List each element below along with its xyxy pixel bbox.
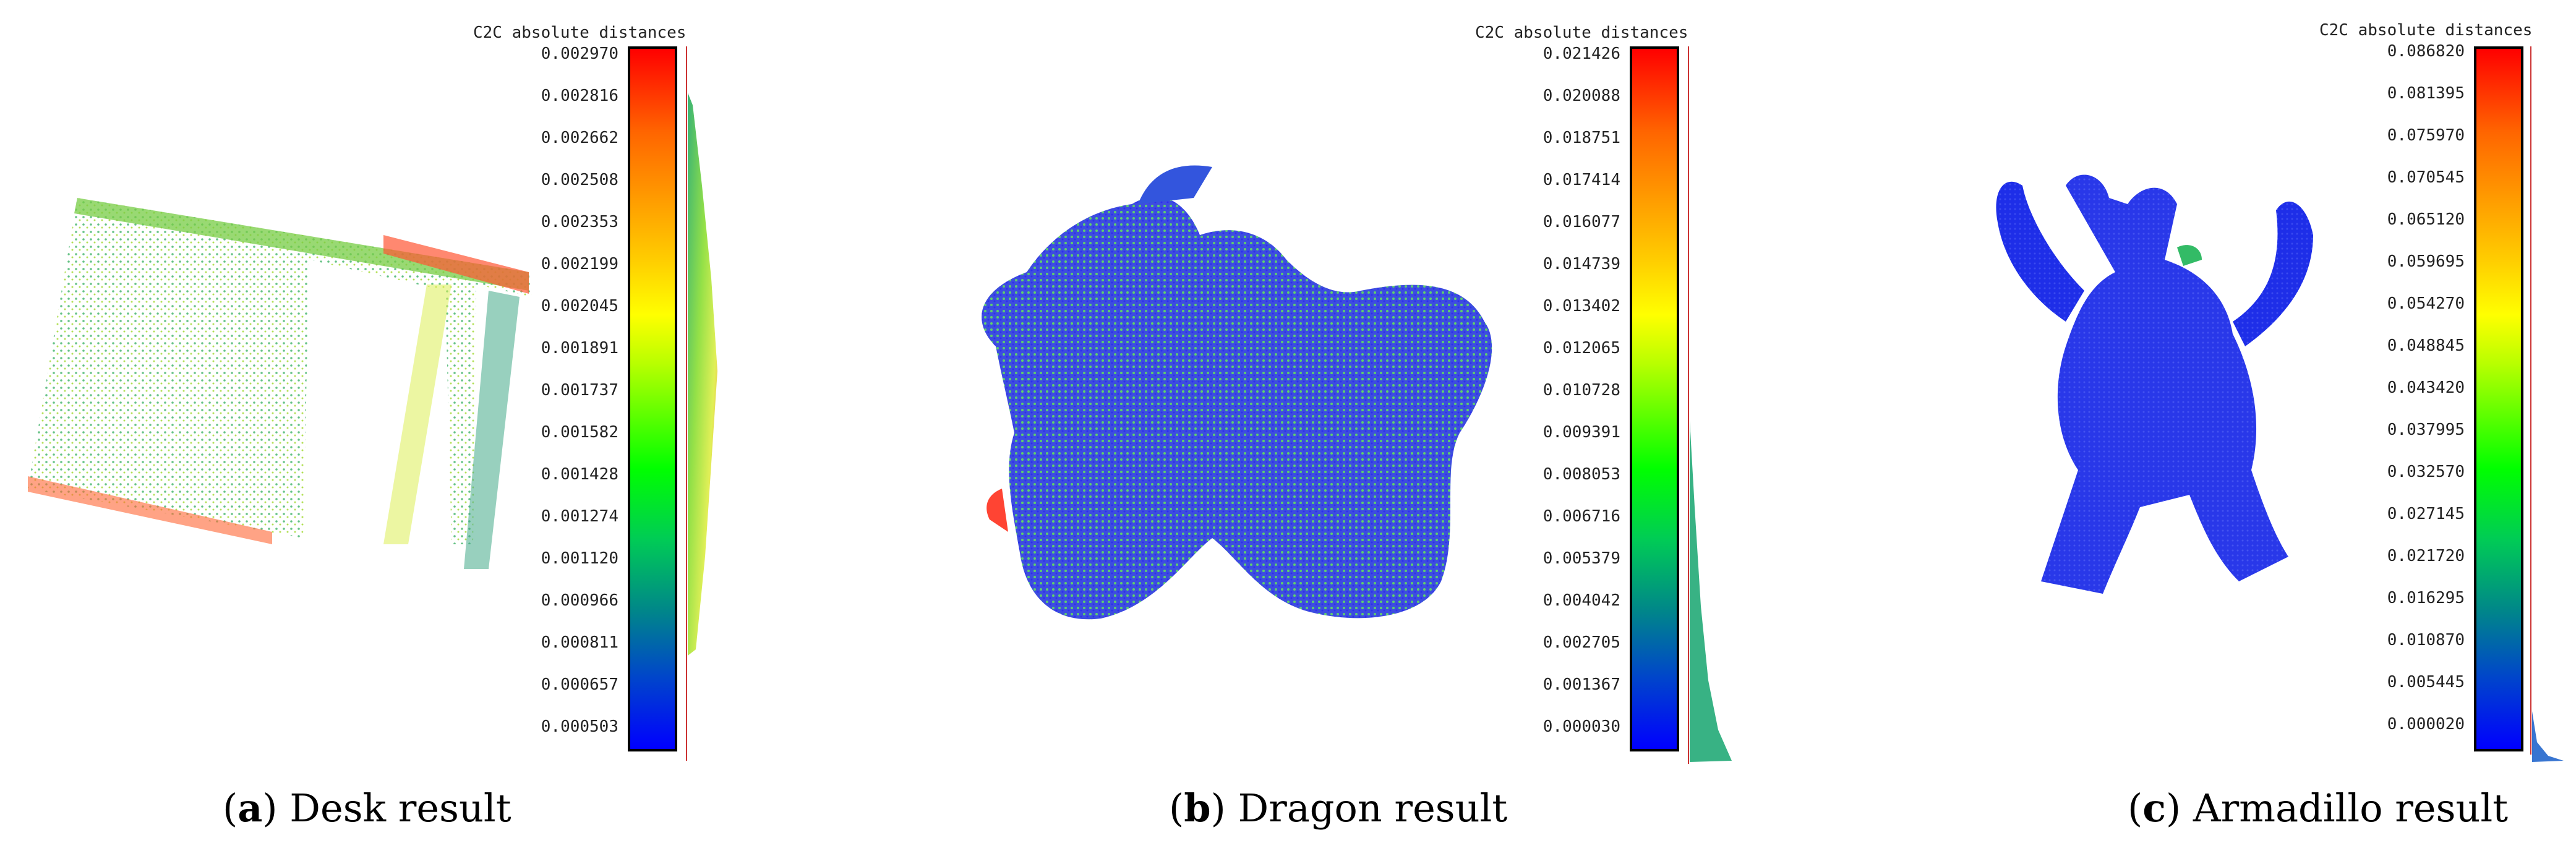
colorbar-title: C2C absolute distances — [1475, 24, 1688, 42]
desk-leg-right — [464, 291, 520, 569]
tick-label: 0.014739 — [1543, 255, 1620, 273]
tick-label: 0.059695 — [2387, 252, 2465, 271]
tick-label: 0.054270 — [2387, 294, 2465, 313]
tick-label: 0.017414 — [1543, 171, 1620, 189]
desk-top-right — [383, 235, 529, 294]
tick-label: 0.048845 — [2387, 336, 2465, 355]
histogram — [1688, 46, 1732, 764]
tick-label: 0.010728 — [1543, 381, 1620, 400]
caption-text: Armadillo result — [2193, 785, 2509, 831]
tick-label: 0.002662 — [541, 129, 618, 147]
colorbar-title: C2C absolute distances — [473, 24, 687, 42]
panel-a: C2C absolute distances 0.002970 0.002816… — [0, 0, 866, 856]
tick-label: 0.016077 — [1543, 213, 1620, 231]
tick-label: 0.021720 — [2387, 547, 2465, 565]
tick-label: 0.009391 — [1543, 423, 1620, 442]
tick-label: 0.086820 — [2387, 42, 2465, 61]
tick-label: 0.070545 — [2387, 168, 2465, 187]
tick-label: 0.002353 — [541, 213, 618, 231]
tick-label: 0.016295 — [2387, 589, 2465, 607]
tick-label: 0.006716 — [1543, 507, 1620, 526]
histogram — [686, 46, 717, 761]
tick-label: 0.002705 — [1543, 633, 1620, 652]
desk-leg-left — [383, 285, 451, 544]
armadillo-body — [2041, 174, 2288, 594]
histogram — [2530, 46, 2564, 762]
desk-top-edge — [74, 198, 529, 291]
dragon-point-cloud — [982, 165, 1492, 620]
tick-label: 0.005445 — [2387, 673, 2465, 691]
dragon-red-spot — [986, 489, 1008, 532]
panel-c: C2C absolute distances 0.086820 0.081395… — [1732, 0, 2576, 856]
tick-label: 0.002508 — [541, 171, 618, 189]
tick-label: 0.020088 — [1543, 87, 1620, 105]
tick-label: 0.043420 — [2387, 379, 2465, 397]
desk-point-cloud — [28, 198, 532, 569]
colorbar — [2474, 46, 2523, 751]
tick-label: 0.027145 — [2387, 505, 2465, 523]
tick-label: 0.001120 — [541, 549, 618, 568]
tick-label: 0.002970 — [541, 45, 618, 63]
armadillo-left-arm — [1996, 181, 2084, 322]
dragon-horn — [1138, 165, 1212, 204]
tick-label: 0.000811 — [541, 633, 618, 652]
caption-b: (b) Dragon result — [1169, 785, 1508, 831]
tick-label: 0.010870 — [2387, 631, 2465, 649]
tick-label: 0.000030 — [1543, 717, 1620, 736]
tick-label: 0.008053 — [1543, 465, 1620, 484]
desk-body — [28, 198, 532, 544]
tick-label: 0.001582 — [541, 423, 618, 442]
tick-label: 0.001274 — [541, 507, 618, 526]
tick-label: 0.002816 — [541, 87, 618, 105]
tick-label: 0.000966 — [541, 591, 618, 610]
caption-label: b — [1184, 785, 1211, 831]
tick-label: 0.075970 — [2387, 126, 2465, 145]
tick-label: 0.001428 — [541, 465, 618, 484]
dragon-body — [982, 197, 1492, 620]
tick-label: 0.004042 — [1543, 591, 1620, 610]
armadillo-point-cloud — [1996, 174, 2313, 594]
tick-label: 0.000503 — [541, 717, 618, 736]
caption-label: c — [2142, 785, 2166, 831]
tick-label: 0.081395 — [2387, 84, 2465, 103]
armadillo-right-arm — [2233, 201, 2313, 346]
tick-label: 0.002045 — [541, 297, 618, 315]
tick-label: 0.018751 — [1543, 129, 1620, 147]
colorbar — [1630, 46, 1679, 751]
tick-label: 0.013402 — [1543, 297, 1620, 315]
caption-text: Dragon result — [1238, 785, 1508, 831]
caption-label: a — [237, 785, 263, 831]
caption-c: (c) Armadillo result — [2128, 785, 2509, 831]
tick-label: 0.002199 — [541, 255, 618, 273]
tick-label: 0.001891 — [541, 339, 618, 357]
tick-label: 0.000020 — [2387, 715, 2465, 734]
tick-label: 0.000657 — [541, 675, 618, 694]
tick-label: 0.012065 — [1543, 339, 1620, 357]
tick-label: 0.005379 — [1543, 549, 1620, 568]
tick-label: 0.001367 — [1543, 675, 1620, 694]
tick-label: 0.001737 — [541, 381, 618, 400]
tick-label: 0.065120 — [2387, 210, 2465, 229]
colorbar — [628, 46, 677, 751]
armadillo-green-spot — [2177, 245, 2202, 266]
caption-text: Desk result — [289, 785, 511, 831]
tick-label: 0.037995 — [2387, 421, 2465, 439]
tick-label: 0.032570 — [2387, 463, 2465, 481]
panel-b: C2C absolute distances 0.021426 0.020088… — [866, 0, 1732, 856]
desk-bottom-edge — [28, 476, 272, 544]
colorbar-title: C2C absolute distances — [2319, 21, 2533, 40]
tick-label: 0.021426 — [1543, 45, 1620, 63]
caption-a: (a) Desk result — [223, 785, 511, 831]
